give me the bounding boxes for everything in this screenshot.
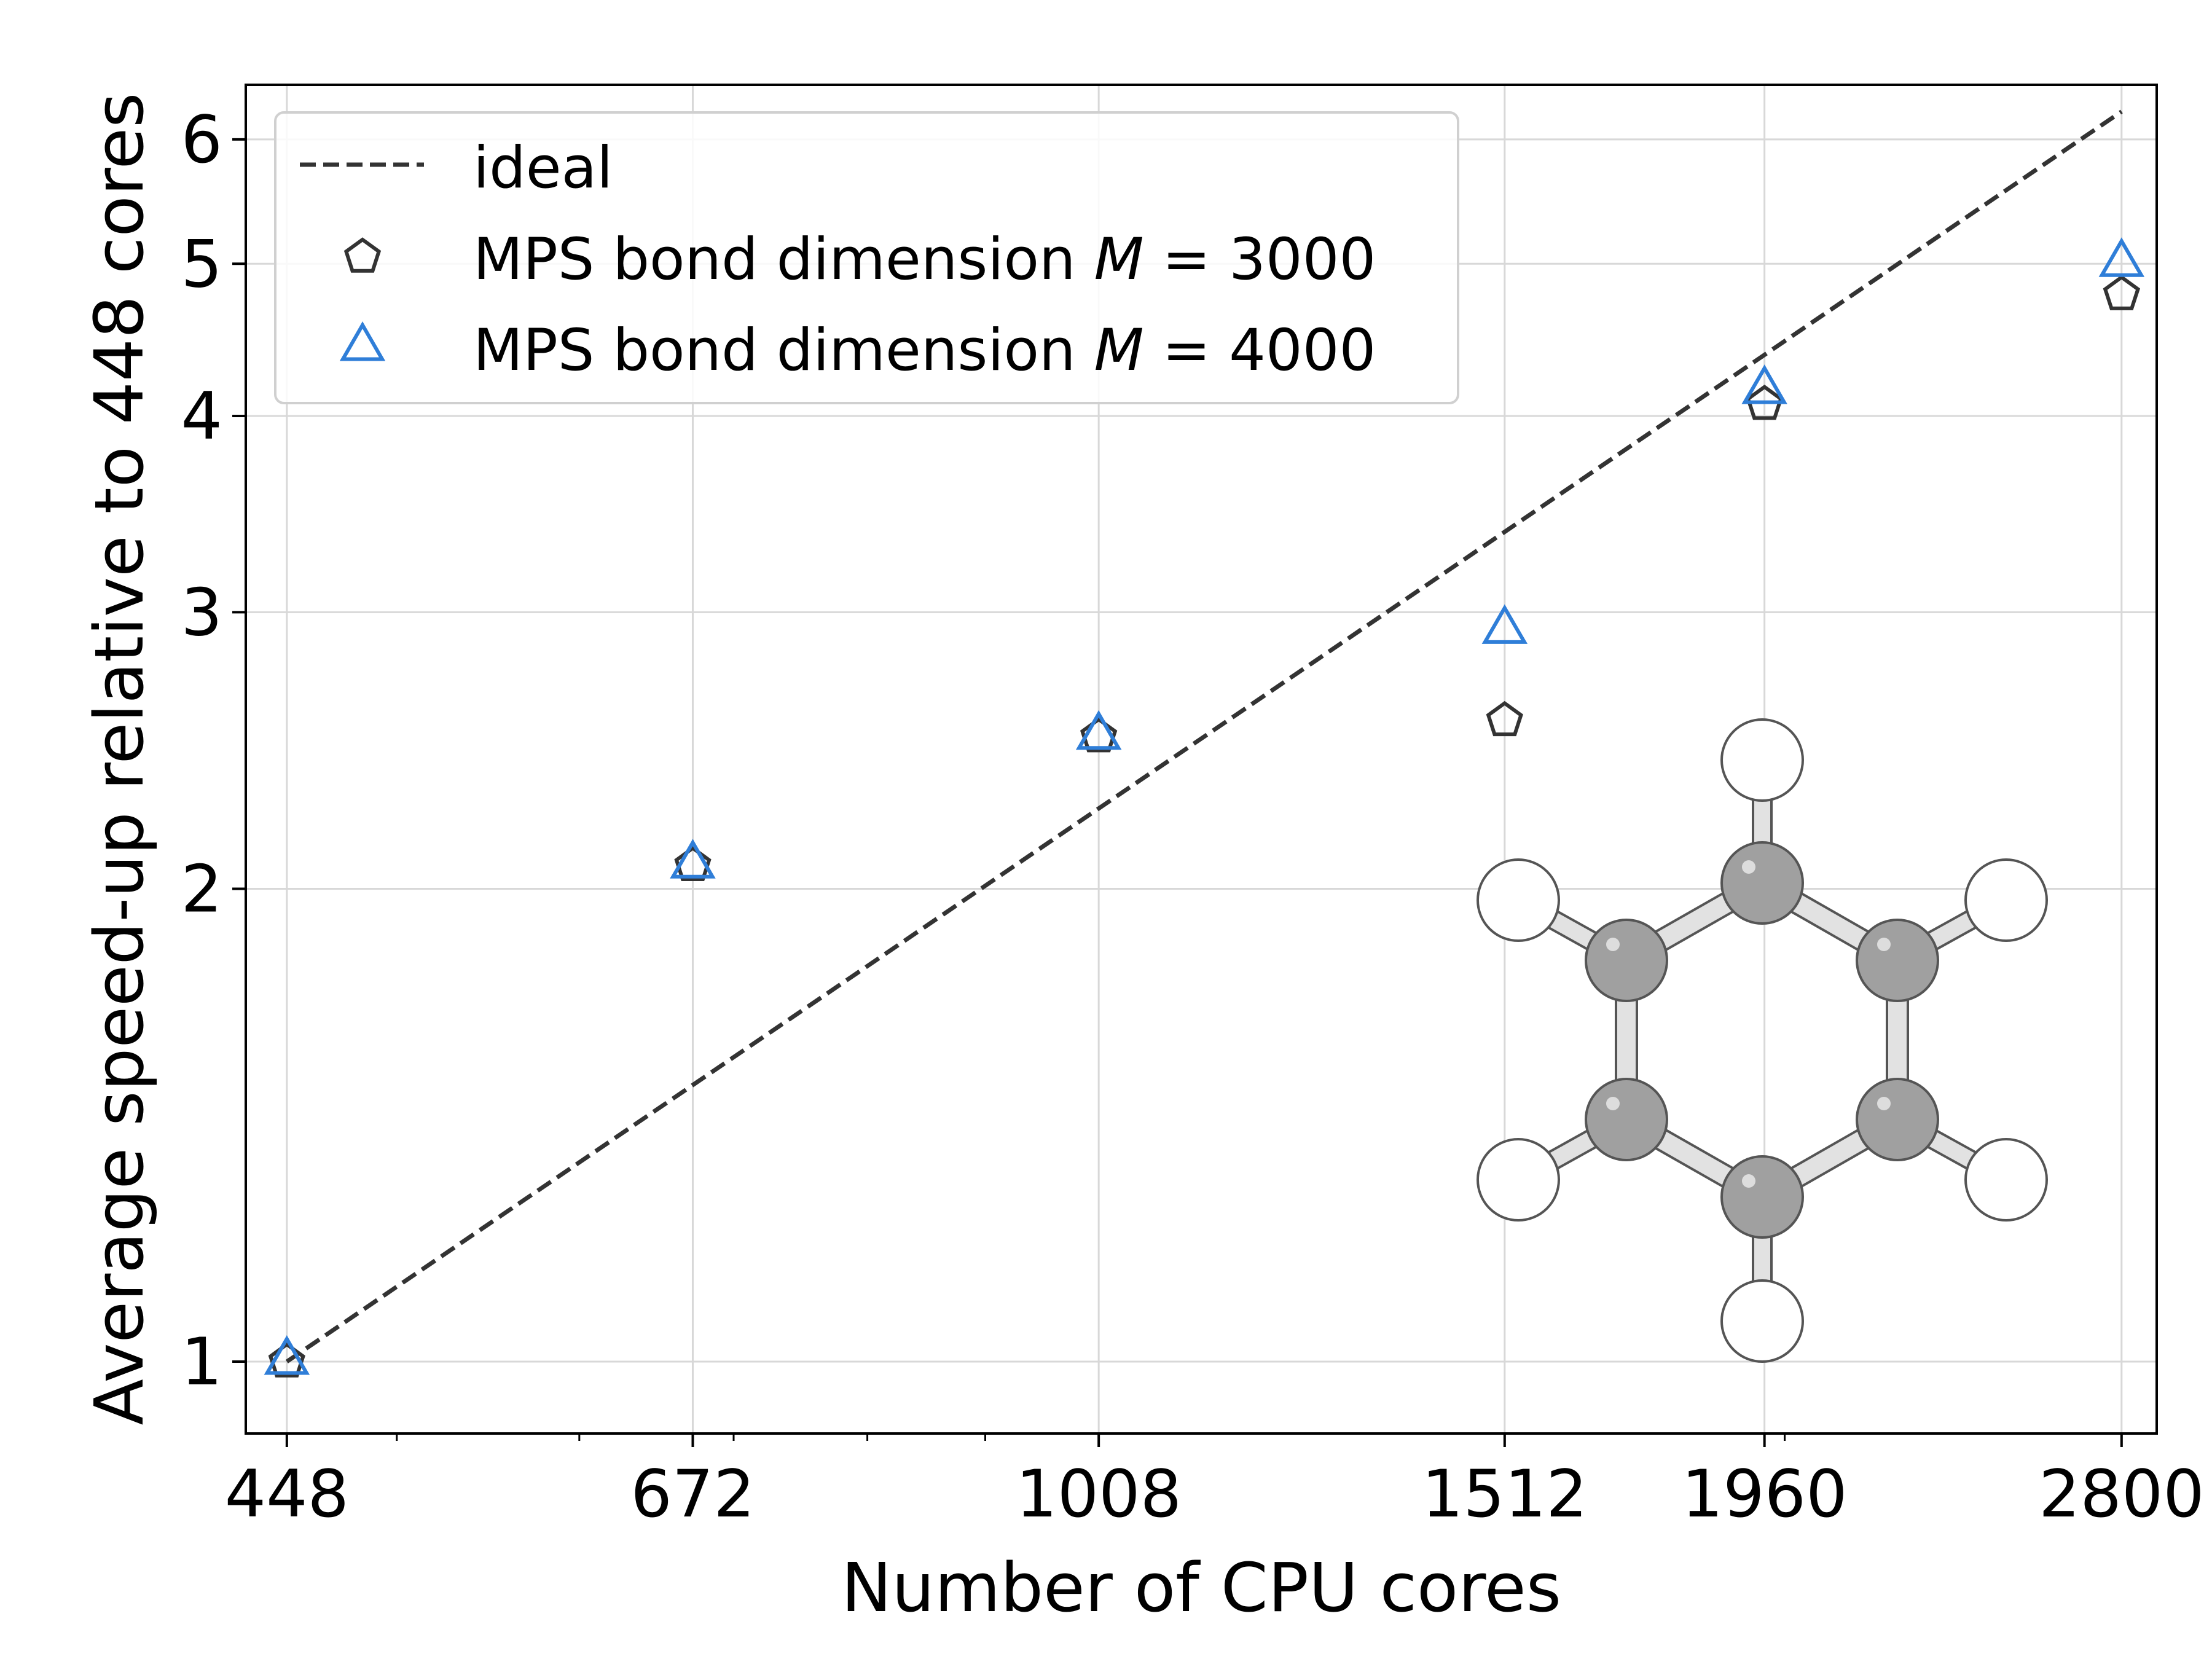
x-tick-label: 1512: [1422, 1456, 1588, 1532]
series-1-point: [1486, 700, 1523, 737]
y-axis-ticks: 1 2 3 4 5 6: [181, 102, 246, 1400]
carbon-atom: [1585, 919, 1668, 1002]
carbon-highlight: [1742, 860, 1755, 874]
y-tick-label: 1: [181, 1324, 222, 1400]
x-tick-label: 1008: [1016, 1456, 1182, 1532]
x-axis-ticks: 448 672 1008 1512 1960 2800: [225, 1433, 2205, 1532]
series-1-point: [674, 845, 712, 881]
series-1-point: [1746, 384, 1783, 420]
carbon-highlight: [1877, 938, 1891, 951]
ideal-line: [285, 109, 2123, 1363]
series-1-point: [1080, 717, 1118, 753]
carbon-atom: [1585, 1078, 1668, 1161]
carbon-atom: [1720, 1155, 1804, 1239]
y-tick-label: 3: [181, 575, 222, 650]
y-tick-label: 4: [181, 378, 222, 454]
legend-frame: [274, 111, 1459, 404]
series-2-point: [264, 1335, 310, 1375]
carbon-atom: [1720, 841, 1804, 925]
x-tick-label: 2800: [2039, 1456, 2205, 1532]
legend-series-1-marker: [343, 237, 382, 273]
legend-series-2-label: MPS bond dimension M = 4000: [473, 317, 1376, 384]
x-axis-label: Number of CPU cores: [841, 1548, 1561, 1627]
plot-frame: [245, 84, 2158, 1435]
hydrogen-atom: [1964, 858, 2048, 942]
hydrogen-atom: [1720, 1279, 1804, 1363]
series-2-point: [1075, 710, 1122, 750]
legend-series-1-label: MPS bond dimension M = 3000: [473, 226, 1376, 293]
carbon-atom: [1856, 1078, 1939, 1161]
legend-ideal-label: ideal: [473, 135, 613, 202]
series-2-point: [1741, 364, 1787, 404]
x-tick-label: 672: [630, 1456, 755, 1532]
hydrogen-atom: [1477, 858, 1560, 942]
hydrogen-atom: [1477, 1138, 1560, 1222]
hydrogen-atom: [1720, 718, 1804, 802]
carbon-highlight: [1742, 1174, 1755, 1188]
y-axis-label: Average speed-up relative to 448 cores: [80, 93, 159, 1426]
series-2-point: [2098, 237, 2145, 277]
series-1-point: [268, 1342, 305, 1378]
carbon-highlight: [1606, 1097, 1620, 1110]
legend-series-2-marker: [339, 321, 386, 361]
data-points: [264, 237, 2145, 1378]
series-1-point: [2103, 275, 2141, 310]
x-tick-label: 1960: [1682, 1456, 1848, 1532]
benzene-inset: [1477, 718, 2048, 1363]
series-2-point: [1481, 604, 1528, 644]
series-2-point: [670, 839, 716, 879]
y-tick-label: 6: [181, 102, 222, 178]
y-tick-label: 2: [181, 852, 222, 927]
hydrogen-atom: [1964, 1138, 2048, 1222]
carbon-highlight: [1877, 1097, 1891, 1110]
legend: ideal MPS bond dimension M = 3000 MPS bond…: [274, 111, 1459, 404]
carbon-atom: [1856, 919, 1939, 1002]
ideal-line-layer: [285, 109, 2123, 1363]
x-tick-label: 448: [225, 1456, 349, 1532]
y-tick-label: 5: [181, 226, 222, 302]
carbon-highlight: [1606, 938, 1620, 951]
